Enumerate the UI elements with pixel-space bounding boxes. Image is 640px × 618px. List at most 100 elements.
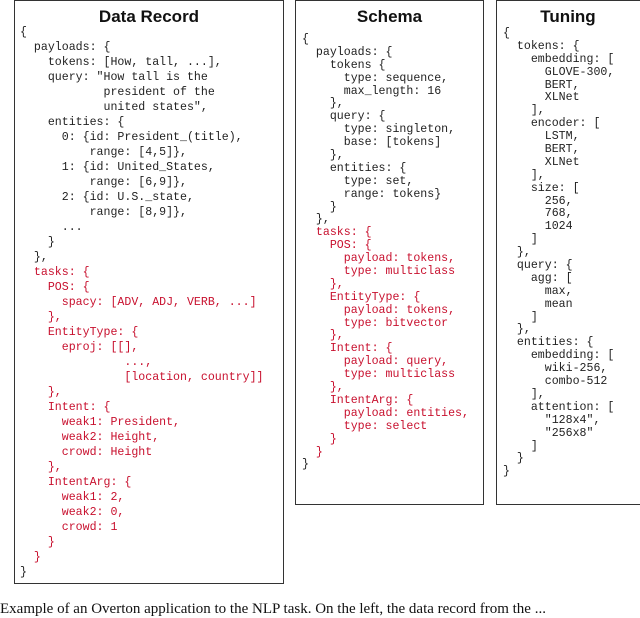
code-line: payload: tokens, [302, 252, 456, 266]
code-line: entities: { [503, 336, 594, 350]
code-line: size: [ [503, 181, 580, 195]
code-line: GLOVE-300, [503, 65, 615, 79]
code-line: tasks: { [20, 266, 90, 279]
code-line: type: bitvector [302, 316, 449, 330]
code-line: ..., [20, 356, 153, 369]
code-line: payload: entities, [302, 406, 469, 420]
code-line: }, [20, 311, 62, 324]
code-line: }, [302, 149, 344, 163]
code-line: embedding: [ [503, 52, 615, 66]
code-line: ] [503, 233, 538, 247]
code-line: POS: { [20, 281, 90, 294]
code-line: spacy: [ADV, ADJ, VERB, ...] [20, 296, 257, 309]
code-line: crowd: Height [20, 446, 153, 459]
figure-caption: Example of an Overton application to the… [0, 601, 546, 617]
code-line: } [503, 452, 524, 466]
code-line: XLNet [503, 91, 580, 105]
code-line: }, [503, 246, 531, 260]
code-line: POS: { [302, 239, 372, 253]
code-line: type: singleton, [302, 123, 456, 137]
code-line: weak1: President, [20, 416, 181, 429]
code-line: attention: [ [503, 400, 615, 414]
code-line: } [20, 566, 27, 579]
code-line: payload: tokens, [302, 303, 456, 317]
code-line: combo-512 [503, 375, 608, 389]
code-line: 256, [503, 194, 573, 208]
panel-title: Tuning [540, 7, 596, 26]
code-line: type: sequence, [302, 71, 449, 85]
code-line: 768, [503, 207, 573, 221]
tuning-code: { tokens: { embedding: [ GLOVE-300, BERT… [503, 27, 615, 479]
code-line: type: multiclass [302, 265, 456, 279]
code-line: } [503, 465, 510, 479]
panel-title: Data Record [98, 7, 200, 26]
schema-panel: Schema { payloads: { tokens { type: sequ… [295, 0, 484, 505]
code-line: BERT, [503, 143, 580, 157]
code-line: { [302, 33, 309, 46]
code-line: } [20, 536, 55, 549]
code-line: weak1: 2, [20, 491, 125, 504]
code-line: encoder: [ [503, 117, 601, 131]
code-line: BERT, [503, 78, 580, 92]
code-line: base: [tokens] [302, 136, 442, 150]
code-line: } [302, 200, 337, 214]
code-line: max, [503, 284, 573, 298]
code-line: range: [8,9]}, [20, 206, 187, 219]
data-record-panel: Data Record { payloads: { tokens: [How, … [14, 0, 284, 584]
code-line: } [302, 445, 323, 459]
code-line: weak2: 0, [20, 506, 125, 519]
code-line: } [302, 458, 309, 472]
code-line: Intent: { [20, 401, 111, 414]
code-line: president of the [20, 86, 215, 99]
schema-code: { payloads: { tokens { type: sequence, m… [302, 33, 469, 472]
code-line: } [20, 551, 41, 564]
code-line: "256x8" [503, 426, 594, 440]
code-line: XLNet [503, 155, 580, 169]
code-line: Intent: { [302, 342, 393, 356]
code-line: eproj: [[], [20, 341, 139, 354]
code-line: 0: {id: President_(title), [20, 131, 243, 144]
tuning-panel: Tuning { tokens: { embedding: [ GLOVE-30… [496, 0, 640, 505]
code-line: } [302, 432, 337, 446]
code-line: { [20, 26, 27, 39]
code-line: entities: { [20, 116, 125, 129]
code-line: payload: query, [302, 355, 449, 369]
code-line: ], [503, 104, 545, 118]
code-line: 2: {id: U.S._state, [20, 191, 194, 204]
code-line: crowd: 1 [20, 521, 118, 534]
code-line: }, [302, 277, 344, 291]
code-line: weak2: Height, [20, 431, 160, 444]
code-line: 1: {id: United_States, [20, 161, 215, 174]
code-line: IntentArg: { [302, 393, 414, 407]
code-line: ] [503, 439, 538, 453]
code-line: EntityType: { [302, 290, 421, 304]
code-line: tokens: [How, tall, ...], [20, 56, 222, 69]
code-line: wiki-256, [503, 362, 608, 376]
code-line: type: multiclass [302, 368, 456, 382]
code-line: }, [503, 323, 531, 337]
code-line: query: "How tall is the [20, 71, 208, 84]
code-line: embedding: [ [503, 349, 615, 363]
code-line: mean [503, 297, 573, 311]
code-line: }, [20, 251, 48, 264]
code-line: type: set, [302, 174, 414, 188]
code-line: query: { [503, 259, 573, 273]
code-line: }, [302, 381, 344, 395]
code-line: agg: [ [503, 271, 573, 285]
code-line: ... [20, 221, 83, 234]
code-line: tokens: { [503, 39, 580, 53]
code-line: united states", [20, 101, 208, 114]
code-line: payloads: { [302, 45, 393, 59]
code-line: }, [302, 329, 344, 343]
code-line: [location, country]] [20, 371, 264, 384]
data-record-code: { payloads: { tokens: [How, tall, ...], … [20, 25, 264, 580]
code-line: }, [20, 461, 62, 474]
code-line: }, [302, 213, 330, 227]
code-line: ] [503, 310, 538, 324]
code-line: { [503, 27, 510, 40]
panel-title: Schema [356, 7, 423, 26]
code-line: payloads: { [20, 41, 111, 54]
code-line: "128x4", [503, 413, 601, 427]
code-line: LSTM, [503, 130, 580, 144]
code-line: }, [302, 97, 344, 111]
